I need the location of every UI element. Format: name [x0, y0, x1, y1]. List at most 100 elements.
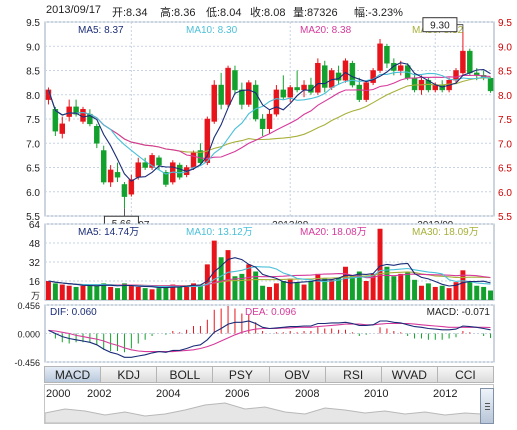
price-tick-right: 9.0 — [498, 42, 512, 53]
price-tick-right: 8.0 — [498, 91, 512, 102]
volume-bar — [377, 228, 383, 300]
tab-kdj[interactable]: KDJ — [101, 366, 158, 383]
volume-bar — [87, 284, 93, 300]
candle-body — [204, 118, 211, 163]
candle-body — [460, 50, 466, 74]
volume-bar — [156, 288, 162, 300]
price-tick-right: 9.5 — [498, 18, 512, 29]
candle-body — [266, 113, 273, 129]
candle-body — [467, 50, 473, 74]
timeline-navigator[interactable]: 2000 2002 2004 2006 2008 2010 2012 — [44, 384, 494, 424]
volume-bar — [73, 286, 79, 300]
volume-bar — [322, 278, 328, 300]
candle-body — [232, 70, 238, 91]
price-tick-left: 6.0 — [26, 188, 40, 199]
candle-body — [384, 46, 390, 64]
candle-body — [211, 84, 217, 122]
price-tick-left: 8.0 — [26, 91, 40, 102]
timeline-year: 2010 — [364, 388, 389, 400]
quote-low: 低:8.04 — [206, 7, 242, 19]
tab-macd[interactable]: MACD — [44, 366, 102, 383]
volume-bar — [59, 284, 65, 300]
high-price-label: 9.30 — [430, 21, 450, 32]
candle-body — [59, 123, 66, 134]
tab-rsi[interactable]: RSI — [325, 366, 382, 383]
annotation-box — [422, 17, 458, 33]
quote-change: 幅:-3.23% — [354, 7, 403, 19]
volume-bar — [80, 285, 86, 300]
volume-bar — [467, 281, 473, 300]
candle-body — [163, 172, 169, 185]
candle-body — [121, 184, 128, 197]
volume-bar — [142, 288, 148, 300]
volume-tick: 32 — [29, 258, 41, 269]
ma20-line — [47, 74, 491, 160]
volume-bar — [246, 264, 252, 300]
volume-bar — [308, 281, 314, 300]
volume-bar — [128, 285, 134, 300]
candle-body — [45, 89, 52, 100]
volume-bar — [184, 285, 190, 300]
indicator-tabs: MACD KDJ BOLL PSY OBV RSI WVAD CCI — [44, 366, 494, 383]
tab-wvad[interactable]: WVAD — [381, 366, 438, 383]
candle-body — [52, 109, 59, 132]
price-tick-left: 7.0 — [26, 139, 40, 150]
volume-ma20-label: MA20: 18.08万 — [300, 227, 367, 238]
chart-svg[interactable]: 9.5 9.5 9.0 9.0 8.5 8.5 8.0 8.0 7.5 7.5 7.0 7.0 6.5 6… — [0, 0, 517, 366]
tab-obv[interactable]: OBV — [269, 366, 326, 383]
volume-bar — [370, 273, 376, 300]
timeline-handle[interactable] — [480, 388, 494, 424]
volume-bar — [260, 285, 266, 300]
candle-body — [370, 70, 376, 83]
tab-boll[interactable]: BOLL — [157, 366, 214, 383]
price-ma10-label: MA10: 8.30 — [186, 25, 238, 36]
candle-body — [322, 65, 328, 88]
price-tick-left: 6.5 — [26, 164, 40, 175]
candle-body — [100, 150, 107, 183]
quote-date: 2013/09/17 — [46, 4, 102, 16]
quote-volume: 量:87326 — [293, 7, 338, 19]
volume-bar — [439, 285, 445, 300]
volume-bar — [66, 285, 72, 300]
volume-tick: 48 — [29, 239, 41, 250]
volume-bar — [253, 271, 259, 300]
volume-bar — [163, 285, 169, 300]
price-tick-right: 8.5 — [498, 67, 512, 78]
candle-body — [294, 87, 300, 91]
volume-bar — [280, 281, 286, 300]
volume-bar — [287, 278, 293, 300]
volume-bar — [453, 282, 459, 300]
vol-ma5-line — [48, 257, 491, 289]
candle-body — [411, 77, 418, 91]
timeline-year: 2000 — [46, 388, 71, 400]
volume-bar — [45, 281, 51, 300]
price-tick-left: 8.5 — [26, 67, 40, 78]
volume-bar — [329, 279, 335, 300]
candle-body — [398, 65, 404, 71]
volume-bar — [232, 276, 238, 300]
candle-body — [349, 62, 356, 86]
price-ma20-label: MA20: 8.38 — [300, 25, 352, 36]
volume-tick: 16 — [29, 277, 41, 288]
candle-body — [301, 84, 307, 91]
price-ma5-label: MA5: 8.37 — [78, 25, 124, 36]
macd-tick: 0.000 — [17, 330, 40, 340]
volume-bar — [363, 281, 369, 300]
candle-body — [246, 82, 252, 105]
volume-bar — [294, 282, 300, 300]
tab-cci[interactable]: CCI — [437, 366, 494, 383]
volume-bar — [225, 250, 231, 300]
volume-bar — [315, 273, 321, 300]
tab-psy[interactable]: PSY — [213, 366, 270, 383]
candle-body — [107, 169, 114, 183]
volume-bar — [94, 285, 100, 300]
volume-bar — [197, 284, 203, 300]
macd-label: MACD: -0.071 — [427, 307, 491, 318]
volume-bar — [481, 286, 487, 300]
candle-body — [377, 43, 383, 71]
volume-bar — [211, 240, 217, 300]
volume-bar — [391, 276, 397, 300]
volume-bar — [446, 288, 452, 300]
quote-header: 2013/09/17 开:8.34 高:8.36 低:8.04 收:8.08 量… — [0, 0, 517, 20]
